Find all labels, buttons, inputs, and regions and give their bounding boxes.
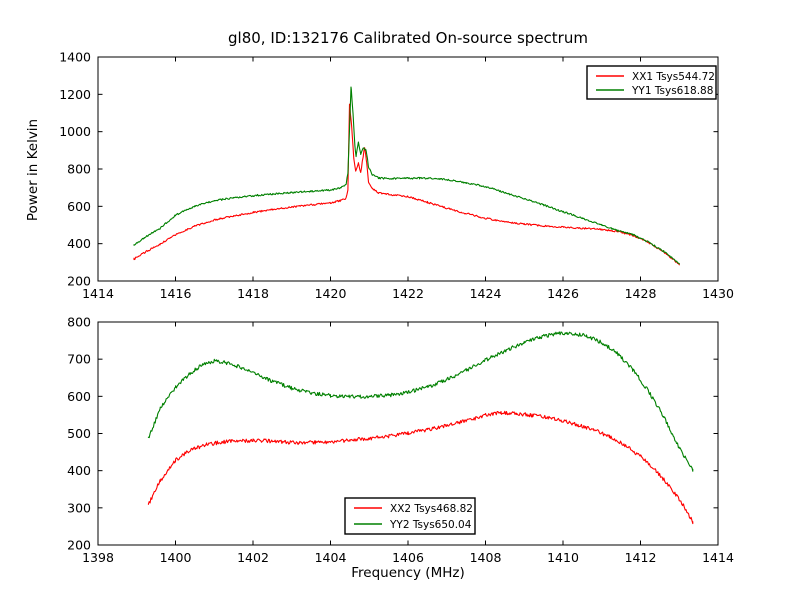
x-tick-label: 1404 <box>315 550 347 565</box>
y-axis-label: Power in Kelvin <box>25 119 41 221</box>
x-tick-label: 1406 <box>392 550 424 565</box>
series-line-xx2 <box>147 410 694 525</box>
y-tick-label: 1200 <box>59 87 91 102</box>
x-tick-label: 1418 <box>237 286 269 301</box>
y-tick-label: 200 <box>67 538 91 553</box>
x-tick-label: 1412 <box>625 550 657 565</box>
x-tick-label: 1424 <box>470 286 502 301</box>
legend-box <box>344 497 476 535</box>
legend-label: XX1 Tsys544.72 <box>632 71 715 83</box>
y-tick-label: 600 <box>67 389 91 404</box>
y-tick-label: 1000 <box>59 124 91 139</box>
x-tick-label: 1426 <box>547 286 579 301</box>
series-line-yy2 <box>147 331 694 472</box>
x-tick-label: 1414 <box>82 286 114 301</box>
x-tick-label: 1408 <box>470 550 502 565</box>
plots-group: 1414 1416 1418 1420 1422 1424 1426 1428 1430 200 4… <box>59 50 734 566</box>
subplot-1: 1398 1400 1402 1404 1406 1408 1410 1412 1414 200 3… <box>67 315 734 566</box>
x-tick-label: 1414 <box>702 550 734 565</box>
x-tick-label: 1416 <box>160 286 192 301</box>
x-tick-label: 1422 <box>392 286 424 301</box>
series-line-xx1 <box>133 103 680 266</box>
y-tick-label: 400 <box>67 463 91 478</box>
x-tick-label: 1402 <box>237 550 269 565</box>
x-axis-label: Frequency (MHz) <box>351 565 464 581</box>
y-tick-label: 300 <box>67 500 91 515</box>
y-tick-label: 800 <box>67 315 91 330</box>
subplot-0: 1414 1416 1418 1420 1422 1424 1426 1428 1430 200 4… <box>59 50 734 302</box>
x-tick-label: 1428 <box>625 286 657 301</box>
x-tick-label: 1420 <box>315 286 347 301</box>
x-tick-label: 1430 <box>702 286 734 301</box>
figure-title: gl80, ID:132176 Calibrated On-source spe… <box>228 29 588 47</box>
y-tick-label: 1400 <box>59 50 91 65</box>
x-tick-label: 1398 <box>82 550 114 565</box>
y-tick-label: 700 <box>67 352 91 367</box>
x-tick-label: 1410 <box>547 550 579 565</box>
legend-box <box>586 65 717 100</box>
y-tick-label: 600 <box>67 199 91 214</box>
legend-label: YY2 Tsys650.04 <box>389 519 472 531</box>
y-tick-label: 400 <box>67 236 91 251</box>
y-tick-label: 500 <box>67 426 91 441</box>
legend-label: YY1 Tsys618.88 <box>631 85 713 97</box>
legend-label: XX2 Tsys468.82 <box>390 503 473 515</box>
x-tick-label: 1400 <box>160 550 192 565</box>
series-line-yy1 <box>133 86 680 265</box>
y-tick-label: 800 <box>67 162 91 177</box>
y-tick-label: 200 <box>67 274 91 289</box>
